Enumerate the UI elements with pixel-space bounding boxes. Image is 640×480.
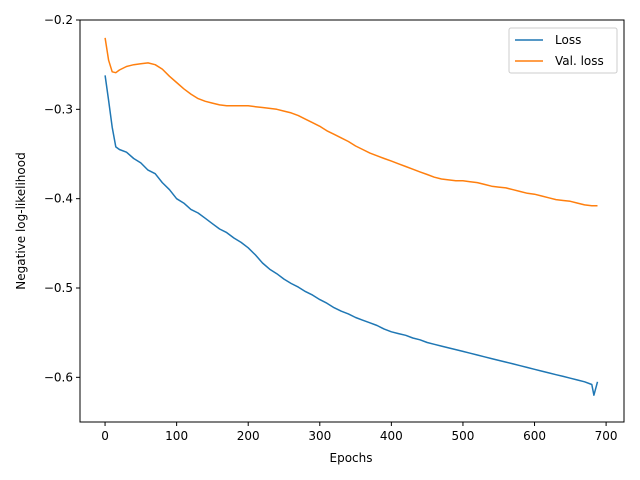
- series-line-loss: [104, 75, 599, 396]
- x-tick-label: 600: [523, 429, 546, 443]
- x-tick-label: 200: [237, 429, 260, 443]
- x-tick-label: 0: [101, 429, 109, 443]
- x-tick-label: 700: [595, 429, 618, 443]
- x-tick-label: 500: [451, 429, 474, 443]
- y-tick-label: −0.5: [44, 281, 73, 295]
- y-tick-label: −0.4: [44, 192, 73, 206]
- y-axis-ticks: −0.2 −0.3 −0.4 −0.5 −0.6: [44, 13, 80, 384]
- y-tick-label: −0.3: [44, 102, 73, 116]
- x-axis-label: Epochs: [330, 451, 373, 465]
- x-tick-label: 100: [165, 429, 188, 443]
- plot-frame: [79, 19, 625, 423]
- x-axis-ticks: 0 100 200 300 400 500 600 700: [101, 422, 618, 443]
- series-layer: [104, 37, 599, 396]
- y-axis-label: Negative log-likelihood: [14, 152, 28, 289]
- x-tick-label: 300: [308, 429, 331, 443]
- y-tick-label: −0.2: [44, 13, 73, 27]
- legend-loss-label: Loss: [555, 33, 581, 47]
- legend-val-loss-label: Val. loss: [555, 54, 604, 68]
- series-line-val-loss: [104, 37, 598, 207]
- legend: Loss Val. loss: [508, 27, 618, 74]
- y-tick-label: −0.6: [44, 370, 73, 384]
- x-tick-label: 400: [380, 429, 403, 443]
